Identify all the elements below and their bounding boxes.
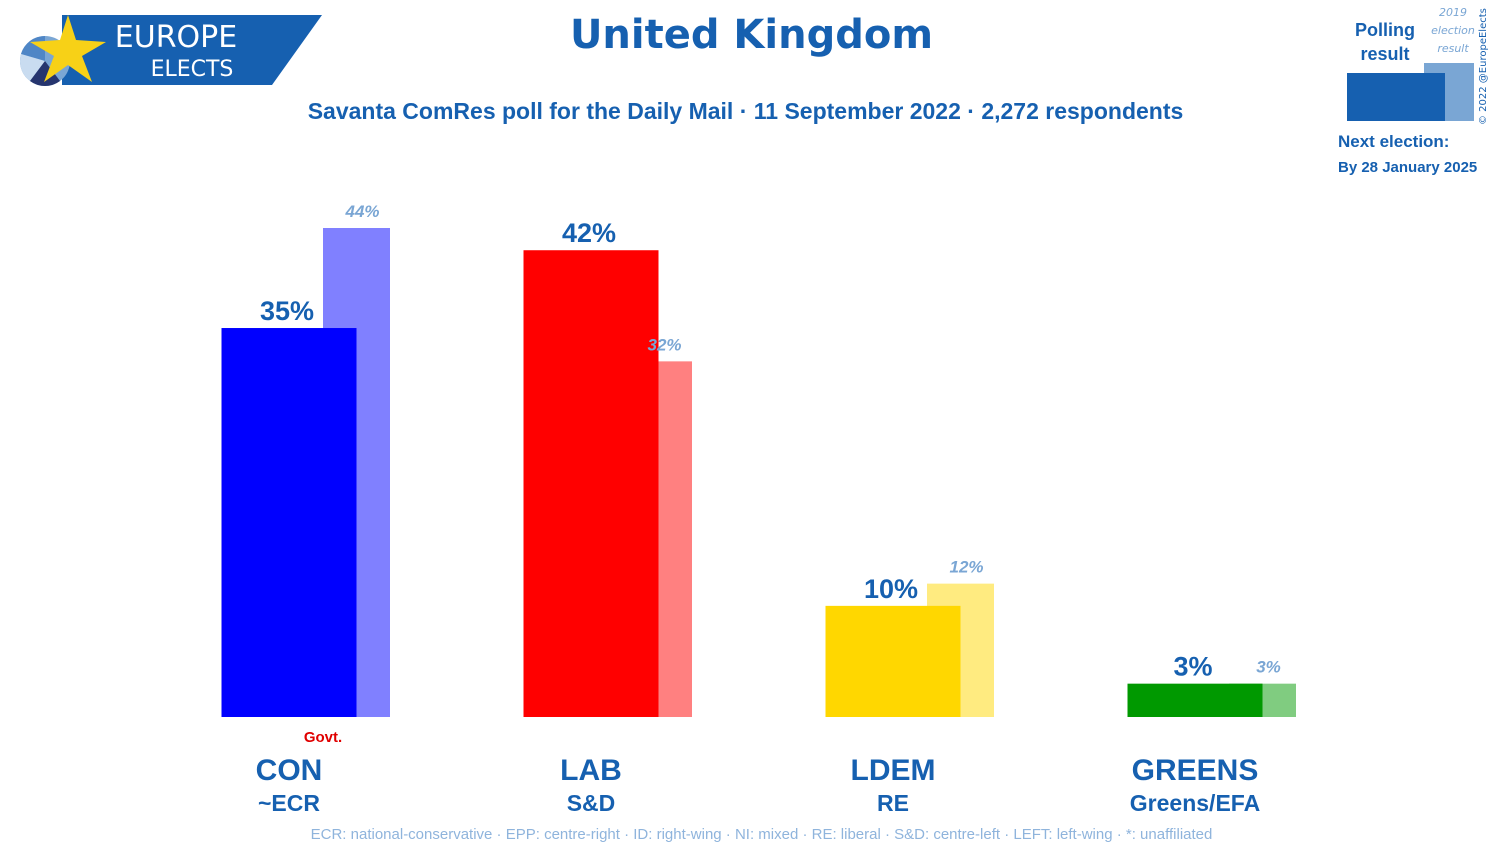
bar-poll-ldem bbox=[825, 605, 961, 717]
group-label-lab: S&D bbox=[567, 790, 616, 816]
value-label-previous-lab: 32% bbox=[647, 335, 681, 354]
value-label-previous-con: 44% bbox=[344, 202, 379, 221]
value-label-poll-lab: 42% bbox=[562, 218, 616, 248]
logo-star-icon bbox=[30, 15, 106, 82]
value-label-poll-greens: 3% bbox=[1173, 652, 1212, 682]
bar-poll-greens bbox=[1127, 683, 1263, 717]
value-label-poll-con: 35% bbox=[260, 296, 314, 326]
next-election-label: Next election: bbox=[1338, 132, 1450, 151]
legend-polling-label: Polling result bbox=[1355, 20, 1415, 64]
category-label-ldem: LDEM bbox=[851, 754, 936, 787]
value-label-previous-greens: 3% bbox=[1256, 658, 1281, 677]
bar-poll-con bbox=[221, 328, 357, 717]
group-label-greens: Greens/EFA bbox=[1130, 790, 1260, 816]
value-label-poll-ldem: 10% bbox=[864, 574, 918, 604]
next-election-date: By 28 January 2025 bbox=[1338, 159, 1478, 176]
chart-subtitle: Savanta ComRes poll for the Daily Mail ·… bbox=[307, 98, 1184, 124]
logo-text-line1: EUROPE bbox=[115, 20, 237, 55]
category-label-con: CON bbox=[256, 754, 323, 787]
legend-swatches bbox=[1347, 63, 1474, 121]
europe-elects-logo: EUROPE ELECTS bbox=[20, 15, 322, 87]
chart-title: United Kingdom bbox=[569, 12, 934, 58]
bar-poll-lab bbox=[523, 250, 659, 717]
group-label-con: ~ECR bbox=[258, 790, 320, 816]
footnote: ECR: national-conservative · EPP: centre… bbox=[310, 826, 1213, 843]
legend-polling-swatch bbox=[1347, 73, 1445, 121]
category-label-greens: GREENS bbox=[1132, 754, 1259, 787]
group-label-ldem: RE bbox=[877, 790, 909, 816]
logo-text-line2: ELECTS bbox=[151, 57, 234, 82]
legend-election-label: 2019 election result bbox=[1431, 6, 1475, 55]
logo-banner bbox=[62, 15, 322, 85]
value-label-previous-ldem: 12% bbox=[949, 558, 983, 577]
government-marker: Govt. bbox=[304, 729, 342, 746]
category-label-lab: LAB bbox=[560, 754, 622, 787]
